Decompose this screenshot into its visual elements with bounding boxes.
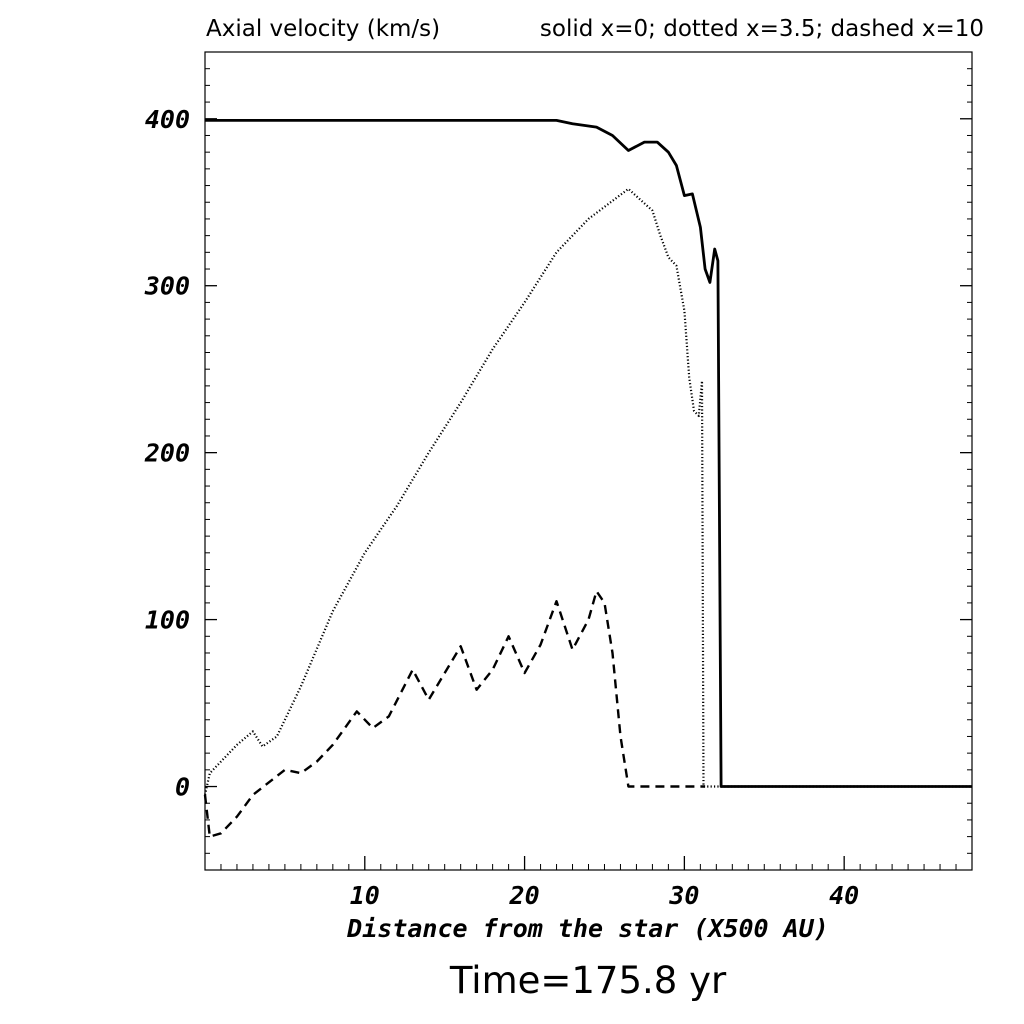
series-line-dotted <box>203 187 972 796</box>
x-tick-label: 20 <box>509 881 540 910</box>
plot-frame <box>204 51 973 871</box>
series-line-solid <box>205 119 972 788</box>
x-tick-label: 30 <box>668 881 699 910</box>
y-tick-label: 400 <box>145 105 190 134</box>
x-tick-labels: 10 20 30 40 <box>350 881 859 910</box>
x-tick-label: 40 <box>829 881 859 910</box>
series-line-dashed <box>203 590 706 838</box>
x-tick-label: 10 <box>350 881 380 910</box>
y-tick-label: 300 <box>144 272 190 301</box>
legend-text: solid x=0; dotted x=3.5; dashed x=10 <box>540 16 984 42</box>
x-axis-label: Distance from the star (X500 AU) <box>346 914 829 943</box>
y-tick-labels: 0 100 200 300 400 <box>144 105 190 802</box>
y-tick-label: 0 <box>175 773 190 802</box>
y-tick-label: 100 <box>145 606 190 635</box>
y-tick-label: 200 <box>144 439 190 468</box>
series-lines <box>203 119 972 838</box>
minor-ticks <box>205 51 972 870</box>
chart-title: Axial velocity (km/s) <box>206 16 440 42</box>
time-label: Time=175.8 yr <box>449 959 727 1002</box>
